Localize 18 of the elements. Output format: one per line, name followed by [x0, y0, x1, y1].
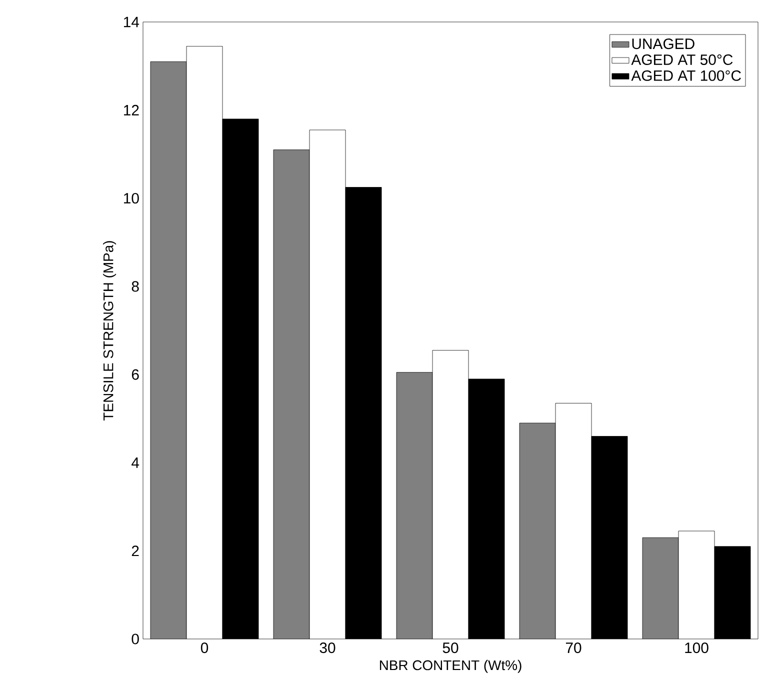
y-tick-label: 12: [124, 104, 139, 116]
y-tick-label: 14: [124, 16, 140, 28]
y-tick-label: 8: [132, 281, 139, 292]
x-tick-label: 30: [320, 642, 336, 654]
x-axis-title: NBR CONTENT (Wt%): [380, 660, 522, 673]
x-tick-label: 50: [442, 642, 458, 654]
y-axis-title: TENSILE STRENGTH (MPa): [103, 241, 116, 420]
y-tick-label: 0: [132, 634, 139, 644]
x-tick-label: 0: [200, 642, 208, 654]
legend-label: AGED AT 50°C: [631, 54, 733, 65]
x-tick-label: 70: [566, 642, 582, 654]
y-tick-label: 4: [132, 458, 140, 468]
y-tick-label: 2: [132, 546, 139, 556]
x-tick-label: 100: [685, 642, 708, 654]
y-tick-label: 10: [124, 192, 139, 204]
legend-label: AGED AT 100°C: [631, 70, 741, 81]
y-tick-label: 6: [132, 369, 139, 380]
legend-label: UNAGED: [632, 38, 694, 50]
